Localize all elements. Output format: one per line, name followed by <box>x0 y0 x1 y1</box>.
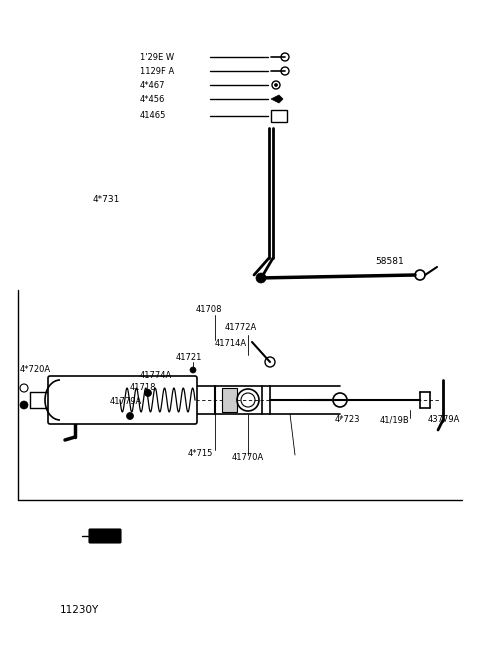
Text: 1'29E W: 1'29E W <box>140 53 174 62</box>
Text: 1129F A: 1129F A <box>140 66 174 76</box>
FancyBboxPatch shape <box>89 529 121 543</box>
Text: 41714A: 41714A <box>215 340 247 348</box>
Text: 4*467: 4*467 <box>140 81 166 89</box>
Polygon shape <box>271 110 287 122</box>
Text: 41774A: 41774A <box>140 371 172 380</box>
Text: 41708: 41708 <box>196 306 223 315</box>
FancyBboxPatch shape <box>222 388 237 412</box>
Circle shape <box>275 83 277 87</box>
Text: 4*720A: 4*720A <box>20 365 51 374</box>
Circle shape <box>144 390 152 397</box>
Text: 11230Y: 11230Y <box>60 605 99 615</box>
Text: 43779A: 43779A <box>428 415 460 424</box>
Text: 41465: 41465 <box>140 112 167 120</box>
Text: 41/19B: 41/19B <box>380 415 410 424</box>
Text: 4*723: 4*723 <box>335 415 360 424</box>
Circle shape <box>127 413 133 420</box>
Text: 58581: 58581 <box>375 258 404 267</box>
Text: 4*731: 4*731 <box>93 196 120 204</box>
Text: 41770A: 41770A <box>232 453 264 463</box>
Polygon shape <box>271 95 283 103</box>
Text: 41779A: 41779A <box>110 397 142 407</box>
Text: 41772A: 41772A <box>225 323 257 332</box>
Circle shape <box>280 113 286 119</box>
Circle shape <box>20 401 28 409</box>
Text: 4*715: 4*715 <box>188 449 214 457</box>
Text: 4*456: 4*456 <box>140 95 166 104</box>
Circle shape <box>190 367 196 373</box>
Text: 41718: 41718 <box>130 384 156 392</box>
FancyBboxPatch shape <box>48 376 197 424</box>
Circle shape <box>256 273 266 283</box>
Text: 41721: 41721 <box>176 353 203 363</box>
